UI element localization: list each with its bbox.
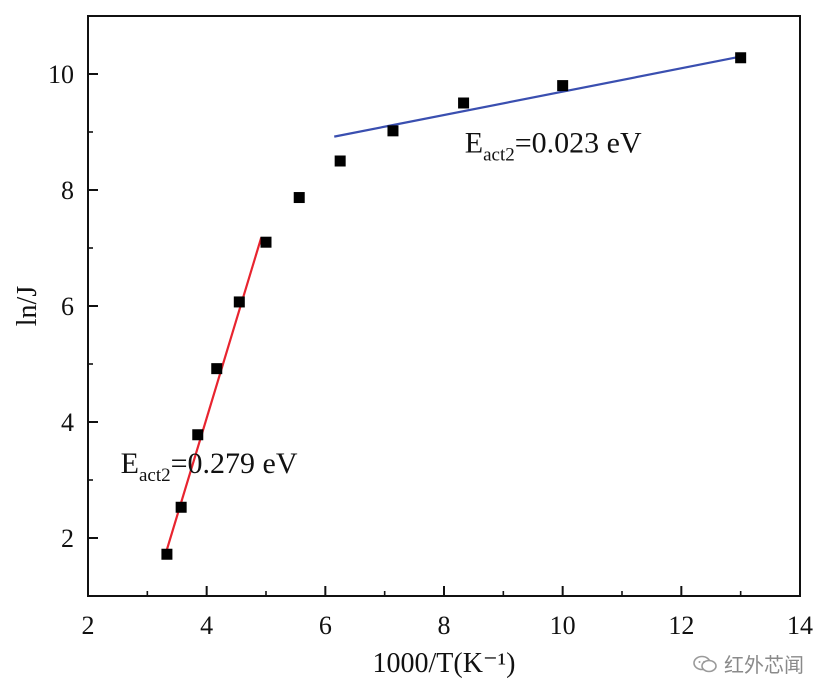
x-tick-label: 14 [787, 611, 813, 640]
plot-frame [87, 15, 801, 597]
x-tick-label: 8 [438, 611, 451, 640]
annotation-low: Eact2=0.279 eV [121, 447, 298, 486]
y-axis-title: ln/J [12, 286, 43, 327]
axis-ticks [87, 15, 801, 597]
y-tick-label: 6 [61, 292, 74, 321]
data-point [161, 548, 173, 560]
x-axis-title: 1000/T(K⁻¹) [373, 648, 516, 679]
high-temp-fit [334, 55, 741, 138]
y-tick-label: 8 [61, 176, 74, 205]
fit-lines [165, 55, 741, 550]
low-temp-fit [165, 237, 263, 550]
y-tick-label: 10 [48, 60, 74, 89]
x-tick-label: 4 [200, 611, 213, 640]
data-point [211, 363, 223, 375]
watermark: 红外芯闻 [692, 649, 804, 678]
x-tick-labels: 2 4 6 8 10 12 14 [82, 611, 814, 640]
data-points [161, 52, 747, 560]
data-point [557, 80, 569, 92]
x-tick-label: 10 [550, 611, 576, 640]
data-point [175, 501, 187, 513]
data-point [735, 52, 747, 64]
annotations: Eact2=0.023 eV Eact2=0.279 eV [121, 126, 642, 486]
x-tick-label: 6 [319, 611, 332, 640]
y-tick-labels: 2 4 6 8 10 [48, 60, 74, 553]
data-point [233, 296, 245, 308]
data-point [387, 125, 399, 137]
x-tick-label: 12 [668, 611, 694, 640]
data-point [192, 429, 204, 441]
data-point [260, 236, 272, 248]
watermark-text: 红外芯闻 [724, 653, 804, 677]
annotation-high: Eact2=0.023 eV [465, 126, 642, 165]
y-tick-label: 4 [61, 408, 74, 437]
y-tick-label: 2 [61, 524, 74, 553]
data-point [334, 155, 346, 167]
data-point [293, 192, 305, 204]
x-tick-label: 2 [82, 611, 95, 640]
wechat-icon [693, 655, 717, 672]
data-point [458, 97, 470, 109]
